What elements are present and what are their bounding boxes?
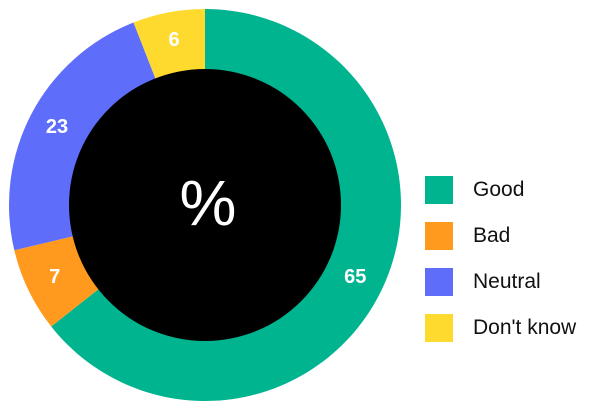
legend-swatch bbox=[425, 176, 453, 204]
legend-item-good: Good bbox=[425, 167, 576, 213]
value-label-bad: 7 bbox=[49, 266, 60, 288]
legend-swatch bbox=[425, 268, 453, 296]
legend-swatch bbox=[425, 222, 453, 250]
legend-label: Bad bbox=[473, 224, 511, 247]
legend-item-neutral: Neutral bbox=[425, 259, 576, 305]
legend-item-bad: Bad bbox=[425, 213, 576, 259]
legend: Good Bad Neutral Don't know bbox=[425, 167, 576, 351]
value-label-neutral: 23 bbox=[46, 116, 68, 138]
center-label: % bbox=[180, 167, 237, 239]
donut-center bbox=[69, 69, 341, 341]
legend-item-don-t-know: Don't know bbox=[425, 305, 576, 351]
legend-label: Neutral bbox=[473, 270, 541, 293]
value-label-good: 65 bbox=[344, 266, 366, 288]
legend-label: Don't know bbox=[473, 316, 577, 339]
value-label-don-t-know: 6 bbox=[168, 29, 179, 51]
slice-value-labels: 65 7 23 6 bbox=[46, 29, 367, 288]
legend-label: Good bbox=[473, 178, 525, 201]
legend-swatch bbox=[425, 314, 453, 342]
